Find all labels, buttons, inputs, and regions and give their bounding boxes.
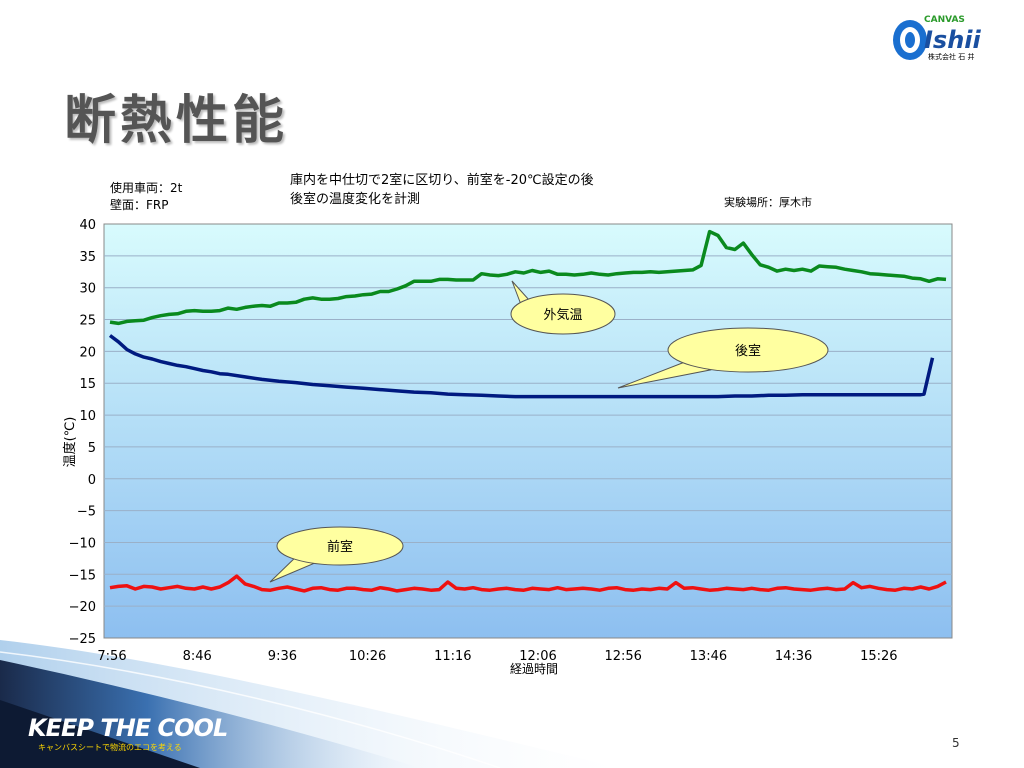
vehicle-label: 使用車両：2t <box>110 181 183 195</box>
y-tick-label: −5 <box>77 505 96 520</box>
y-tick-label: 5 <box>88 441 96 456</box>
y-tick-label: 25 <box>79 314 96 329</box>
y-tick-label: −10 <box>69 536 96 551</box>
y-tick-label: −20 <box>69 600 96 615</box>
series-line-rear <box>108 334 935 399</box>
page-number: 5 <box>952 736 960 750</box>
y-tick-label: 20 <box>79 345 96 360</box>
footer-tagline: キャンバスシートで物流のエコを考える <box>38 743 182 752</box>
logo-brand-text: Ishii <box>924 26 982 54</box>
logo-sub-text: 株式会社 石 井 <box>928 52 974 61</box>
series-line-outside <box>109 229 947 326</box>
wall-label: 壁面：FRP <box>110 198 169 212</box>
callout-label: 外気温 <box>543 307 582 323</box>
x-tick-label: 14:36 <box>775 649 812 664</box>
company-logo: CANVAS Ishii 株式会社 石 井 <box>888 10 1004 66</box>
y-tick-label: −25 <box>69 632 96 647</box>
plot-area <box>103 223 953 639</box>
y-tick-label: −15 <box>69 568 96 583</box>
x-axis-label: 経過時間 <box>510 662 558 676</box>
x-tick-label: 10:26 <box>349 649 386 664</box>
x-tick-label: 12:06 <box>519 649 556 664</box>
callout-bubble <box>667 327 829 373</box>
footer-slogan: KEEP THE COOL <box>28 714 228 742</box>
callout-label: 後室 <box>735 343 761 359</box>
test-description: 庫内を中仕切で2室に区切り、前室を-20℃設定の後 後室の温度変化を計測 <box>290 171 594 209</box>
series-line-front <box>109 574 947 593</box>
y-tick-label: 15 <box>79 377 96 392</box>
y-tick-label: 10 <box>79 409 96 424</box>
test-conditions: 使用車両：2t 壁面：FRP <box>110 180 182 214</box>
y-tick-label: 35 <box>79 250 96 265</box>
callout-bubble <box>276 526 404 566</box>
callout-bubble <box>510 293 616 335</box>
y-tick-label: 0 <box>88 473 96 488</box>
slide-title: 断熱性能 <box>64 91 289 151</box>
x-tick-label: 8:46 <box>183 649 212 664</box>
x-tick-label: 11:16 <box>434 649 471 664</box>
callout-label: 前室 <box>327 539 353 555</box>
description-line-1: 庫内を中仕切で2室に区切り、前室を-20℃設定の後 <box>290 173 594 188</box>
x-tick-label: 12:56 <box>604 649 641 664</box>
x-tick-label: 9:36 <box>268 649 297 664</box>
description-line-2: 後室の温度変化を計測 <box>290 192 421 207</box>
y-axis-label: 温度(℃) <box>62 417 78 468</box>
y-tick-label: 30 <box>79 282 96 297</box>
logo-arc-text: CANVAS <box>924 15 965 25</box>
x-tick-label: 13:46 <box>690 649 727 664</box>
x-tick-label: 15:26 <box>860 649 897 664</box>
location-label: 実験場所：厚木市 <box>724 196 812 209</box>
y-tick-label: 40 <box>79 218 96 233</box>
x-tick-label: 7:56 <box>97 649 126 664</box>
